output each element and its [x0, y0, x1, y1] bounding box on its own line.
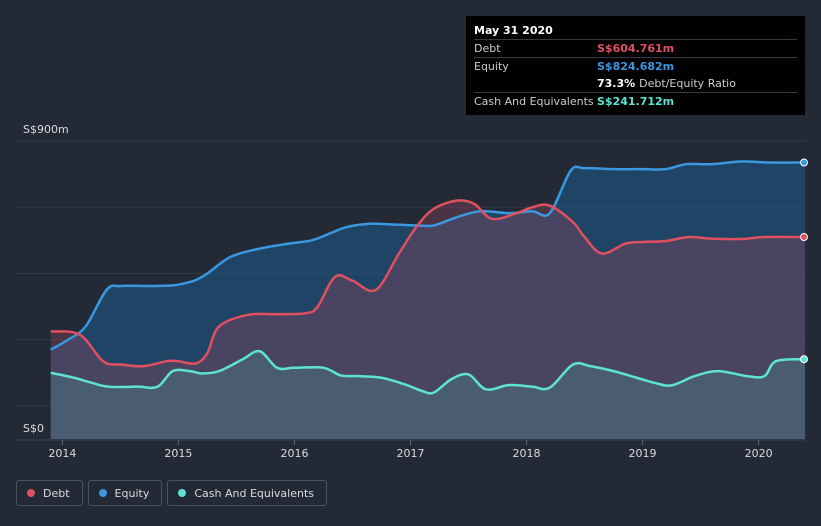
chart-legend: Debt Equity Cash And Equivalents	[16, 480, 327, 506]
equity-area	[50, 161, 806, 439]
equity-end-marker	[800, 158, 808, 167]
legend-cash-label: Cash And Equivalents	[194, 486, 314, 500]
x-tick-label: 2014	[48, 447, 76, 460]
tooltip-equity-row: Equity S$824.682m	[474, 57, 797, 75]
series-end-markers	[800, 158, 808, 364]
y-axis-bottom-label: S$0	[23, 422, 44, 435]
y-axis-top-label: S$900m	[23, 123, 69, 136]
tooltip-debt-row: Debt S$604.761m	[474, 39, 797, 57]
debt-line	[50, 199, 806, 368]
cash-line	[50, 349, 806, 395]
equity-line	[50, 160, 806, 351]
tooltip-debt-label: Debt	[474, 42, 501, 55]
tooltip-date: May 31 2020	[474, 24, 553, 37]
x-tick-label: 2018	[513, 447, 541, 460]
tooltip-equity-label: Equity	[474, 60, 509, 73]
x-axis: 2014 2015 2016 2017 2018 2019 2020	[16, 439, 805, 460]
x-tick-label: 2016	[280, 447, 308, 460]
tooltip-ratio-row: 73.3% Debt/Equity Ratio	[474, 75, 797, 92]
tooltip-cash-value: S$241.712m	[597, 95, 675, 108]
x-tick-label: 2020	[745, 447, 773, 460]
series-areas	[50, 161, 806, 439]
tooltip-ratio-label: Debt/Equity Ratio	[639, 77, 736, 90]
legend-debt-label: Debt	[43, 486, 70, 500]
legend-item-cash[interactable]: Cash And Equivalents	[167, 480, 327, 506]
tooltip-cash-row: Cash And Equivalents S$241.712m	[474, 92, 797, 110]
series-lines	[50, 160, 806, 395]
x-tick-label: 2019	[629, 447, 657, 460]
legend-item-equity[interactable]: Equity	[87, 480, 163, 506]
tooltip-equity-value: S$824.682m	[597, 60, 675, 73]
tooltip-cash-label: Cash And Equivalents	[474, 95, 594, 108]
equity-dot-icon	[98, 489, 107, 497]
cash-dot-icon	[178, 489, 187, 497]
debt-end-marker	[800, 233, 808, 242]
tooltip-debt-value: S$604.761m	[597, 42, 675, 55]
debt-area	[50, 200, 806, 439]
tooltip-ratio-value: 73.3%	[597, 77, 636, 90]
data-tooltip: May 31 2020 Debt S$604.761m Equity S$824…	[466, 16, 805, 115]
debt-dot-icon	[27, 489, 35, 497]
x-tick-label: 2017	[396, 447, 424, 460]
x-tick-label: 2015	[164, 447, 192, 460]
cash-end-marker	[800, 355, 808, 364]
legend-item-debt[interactable]: Debt	[16, 480, 83, 506]
legend-equity-label: Equity	[114, 486, 150, 500]
